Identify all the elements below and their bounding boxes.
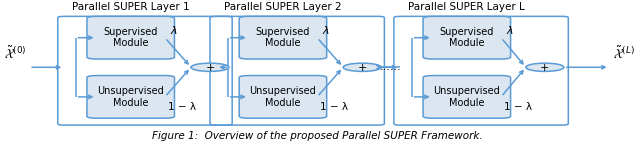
FancyBboxPatch shape (423, 16, 511, 59)
Text: Parallel SUPER Layer 1: Parallel SUPER Layer 1 (72, 2, 189, 12)
Circle shape (343, 63, 381, 71)
FancyBboxPatch shape (423, 76, 511, 118)
Text: $\tilde{\mathcal{X}}^{(L)}$: $\tilde{\mathcal{X}}^{(L)}$ (612, 45, 634, 60)
Text: λ: λ (506, 26, 513, 36)
Text: 1 − λ: 1 − λ (504, 102, 532, 112)
Text: +: + (205, 63, 214, 73)
Text: λ: λ (170, 26, 177, 36)
Text: ......: ...... (380, 62, 402, 72)
Circle shape (526, 63, 564, 71)
Text: Unsupervised
Module: Unsupervised Module (97, 86, 164, 108)
Text: +: + (358, 63, 367, 73)
Text: +: + (540, 63, 550, 73)
Text: Figure 1:  Overview of the proposed Parallel SUPER Framework.: Figure 1: Overview of the proposed Paral… (152, 131, 483, 141)
Text: Supervised
Module: Supervised Module (256, 27, 310, 48)
FancyBboxPatch shape (239, 76, 326, 118)
Text: $\tilde{\mathcal{X}}^{(0)}$: $\tilde{\mathcal{X}}^{(0)}$ (4, 45, 26, 60)
FancyBboxPatch shape (239, 16, 326, 59)
Text: Supervised
Module: Supervised Module (440, 27, 494, 48)
Text: λ: λ (322, 26, 329, 36)
Text: 1 − λ: 1 − λ (321, 102, 348, 112)
Text: Supervised
Module: Supervised Module (104, 27, 158, 48)
Circle shape (191, 63, 229, 71)
Text: Unsupervised
Module: Unsupervised Module (250, 86, 316, 108)
Text: Parallel SUPER Layer 2: Parallel SUPER Layer 2 (224, 2, 342, 12)
FancyBboxPatch shape (87, 76, 175, 118)
FancyBboxPatch shape (87, 16, 175, 59)
Text: 1 − λ: 1 − λ (168, 102, 196, 112)
Text: Unsupervised
Module: Unsupervised Module (433, 86, 500, 108)
Text: Parallel SUPER Layer L: Parallel SUPER Layer L (408, 2, 525, 12)
